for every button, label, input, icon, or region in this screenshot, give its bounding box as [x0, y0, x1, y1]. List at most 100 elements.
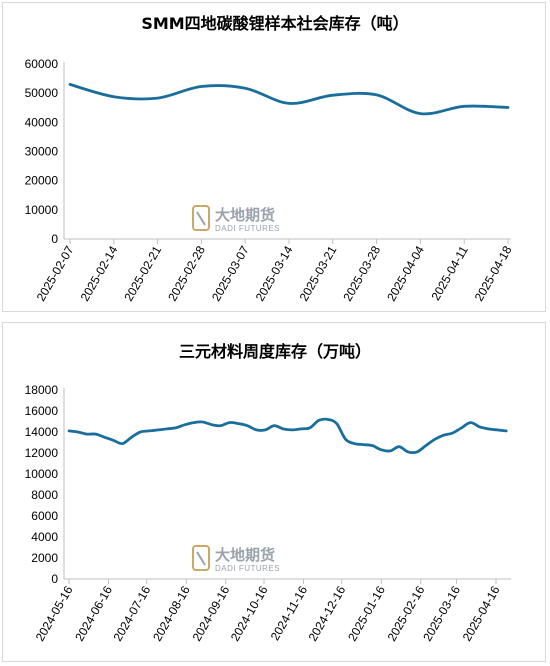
data-point — [255, 429, 258, 431]
data-point — [175, 426, 178, 429]
y-tick-label: 40000 — [25, 115, 59, 129]
chart-1: 三元材料周度库存（万吨） 0 2000 4000 6000 8000 10000 12000 1… — [25, 342, 511, 644]
logo-mark-icon — [196, 551, 206, 566]
data-point — [416, 451, 418, 453]
data-point — [371, 444, 374, 447]
x-tick-label: 2024-05-16 — [33, 583, 76, 643]
logo-icon — [192, 545, 210, 571]
y-tick-label: 8000 — [31, 488, 58, 502]
x-tick-label: 2024-06-16 — [72, 583, 115, 643]
data-point — [487, 428, 490, 430]
series-line — [67, 417, 508, 455]
data-point — [112, 439, 115, 442]
data-point — [273, 424, 276, 427]
data-point — [335, 422, 338, 425]
data-point — [419, 112, 422, 115]
data-point — [505, 430, 508, 432]
data-point — [68, 430, 70, 432]
x-tick-label: 2025-04-16 — [460, 583, 503, 643]
y-tick-label: 4000 — [31, 530, 58, 544]
logo-icon — [192, 205, 210, 231]
x-tick-label: 2025-02-14 — [78, 243, 121, 303]
y-tick-label: 12000 — [25, 446, 59, 460]
chart-title: SMM四地碳酸锂样本社会库存（吨） — [141, 14, 408, 33]
data-point — [463, 105, 466, 108]
data-point — [288, 102, 290, 105]
watermark-sub: DADI FUTURES — [215, 224, 280, 233]
data-point — [77, 431, 79, 433]
series-line — [68, 83, 510, 116]
data-point — [442, 434, 445, 437]
data-point — [375, 94, 378, 96]
data-point — [157, 429, 160, 431]
chart-1-svg: SMM四地碳酸锂样本社会库存（吨） 0 10000 20000 30000 40000 50… — [25, 14, 515, 304]
data-point — [331, 94, 334, 97]
data-point — [478, 425, 481, 428]
data-point — [407, 451, 409, 453]
y-tick-label: 6000 — [31, 509, 58, 523]
data-point — [219, 424, 222, 427]
data-point — [398, 445, 400, 448]
watermark-name: 大地期货 — [215, 546, 275, 564]
data-point — [264, 429, 267, 431]
watermark-sub: DADI FUTURES — [215, 564, 280, 573]
x-tick-label: 2025-03-21 — [297, 243, 340, 303]
data-point — [389, 450, 392, 452]
x-tick-label: 2025-03-16 — [420, 583, 463, 643]
data-point — [103, 436, 106, 439]
logo-mark-icon — [196, 211, 206, 226]
data-point — [291, 429, 293, 431]
y-tick-label: 50000 — [25, 86, 59, 100]
y-tick-label: 10000 — [25, 203, 59, 217]
y-tick-label: 30000 — [25, 145, 59, 159]
x-tick-label: 2025-02-28 — [165, 243, 208, 303]
data-point — [69, 83, 71, 86]
x-tick-label: 2024-10-16 — [228, 583, 271, 643]
y-tick-label: 2000 — [31, 551, 58, 565]
data-point — [244, 87, 247, 90]
watermark-name: 大地期货 — [215, 206, 275, 224]
x-tick-label: 2025-02-21 — [121, 243, 164, 303]
data-point — [326, 418, 329, 421]
data-point — [237, 422, 240, 425]
chart-panel-ternary-materials: 三元材料周度库存（万吨） 0 2000 4000 6000 8000 10000 12000 1… — [2, 322, 546, 662]
x-tick-label: 2024-07-16 — [111, 583, 154, 643]
x-tick-label: 2024-08-16 — [150, 583, 193, 643]
y-tick-label: 14000 — [25, 425, 59, 439]
x-tick-label: 2025-04-04 — [384, 243, 427, 303]
data-point — [94, 433, 97, 435]
data-point — [139, 431, 142, 433]
data-point — [282, 428, 284, 430]
y-tick-label: 10000 — [25, 467, 59, 481]
series-line-path — [68, 83, 510, 116]
data-point — [380, 448, 383, 451]
data-point — [246, 424, 249, 427]
chart-2-svg: 三元材料周度库存（万吨） 0 2000 4000 6000 8000 10000 12000 1… — [25, 342, 511, 644]
data-point — [496, 429, 499, 431]
chart-panel-lithium-carbonate: SMM四地碳酸锂样本社会库存（吨） 0 10000 20000 30000 40000 50… — [2, 2, 546, 312]
x-tick-label: 2025-04-18 — [472, 243, 515, 303]
chart-title: 三元材料周度库存（万吨） — [179, 342, 371, 361]
data-point — [166, 428, 169, 430]
data-point — [130, 436, 133, 439]
data-point — [148, 430, 151, 432]
y-tick-label: 16000 — [25, 404, 59, 418]
data-point — [85, 433, 88, 435]
data-point — [362, 443, 365, 446]
chart-0: SMM四地碳酸锂样本社会库存（吨） 0 10000 20000 30000 40000 50… — [25, 14, 515, 304]
y-tick-label: 60000 — [25, 57, 59, 71]
data-point — [156, 97, 159, 99]
y-tick-label: 0 — [51, 232, 58, 246]
data-point — [469, 421, 472, 424]
series-line-path — [67, 417, 508, 455]
data-point — [201, 421, 204, 423]
data-point — [200, 85, 203, 88]
x-tick-label: 2025-01-16 — [345, 583, 388, 643]
data-point — [507, 106, 509, 109]
data-point — [112, 95, 115, 98]
x-tick-label: 2025-03-14 — [253, 243, 296, 303]
y-tick-label: 0 — [51, 572, 58, 586]
data-point — [433, 438, 436, 441]
